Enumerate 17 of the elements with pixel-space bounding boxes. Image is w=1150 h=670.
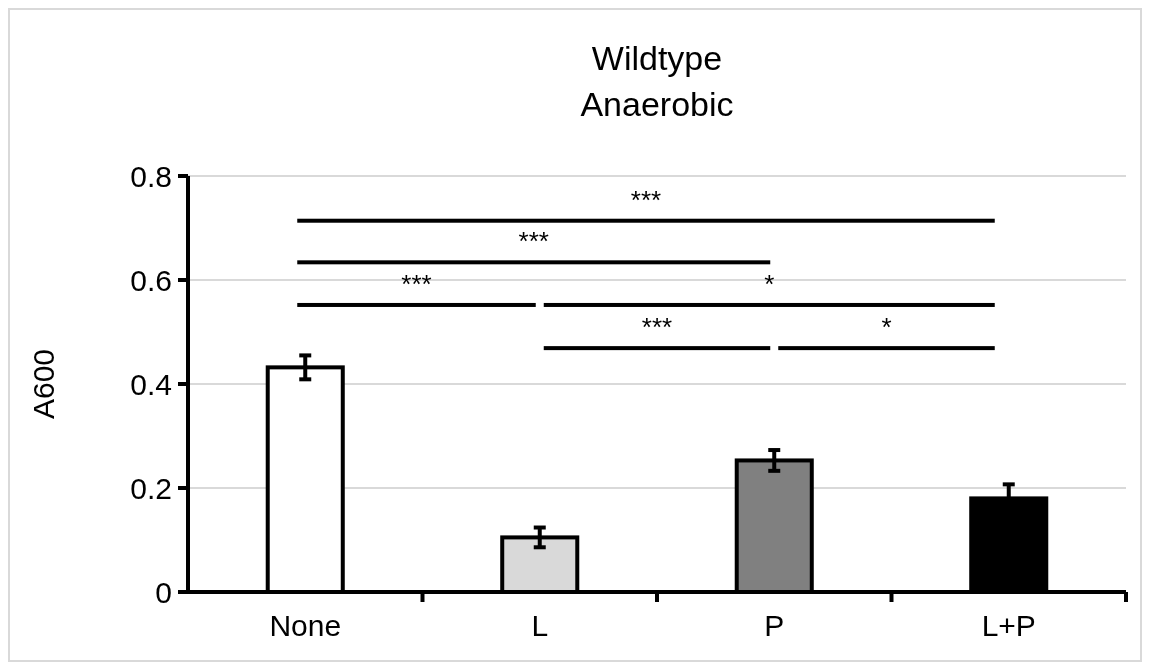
x-tick-label: L [531, 609, 549, 642]
annotation: * [881, 312, 892, 343]
chart-title: Wildtype Anaerobic [580, 39, 734, 123]
y-tick-label: 0.4 [130, 367, 172, 401]
annotation: *** [630, 184, 662, 215]
annotation: *** [401, 268, 432, 299]
y-tick-label: 0 [155, 575, 172, 609]
x-tick-label: None [269, 609, 342, 642]
annotation: * [764, 268, 775, 299]
y-tick-label: 0.6 [130, 263, 172, 297]
y-tick-label: 0.2 [130, 471, 172, 505]
annotation: *** [641, 312, 673, 343]
y-tick-label: 0.8 [130, 159, 172, 193]
x-tick-label: L+P [981, 609, 1036, 642]
y-axis-title: A600 [27, 348, 60, 420]
x-tick-label: P [764, 609, 785, 642]
annotation: *** [518, 226, 549, 257]
